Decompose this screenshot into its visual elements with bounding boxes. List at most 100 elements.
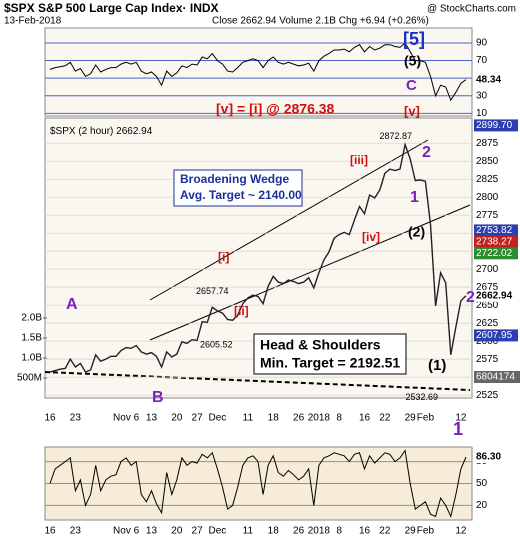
y-tick-label: 2525 (476, 390, 499, 401)
y-tick-label: 2800 (476, 192, 499, 203)
x-tick-label: 16 (44, 526, 56, 537)
annotation: A (66, 296, 78, 313)
price-label: 2657.74 (196, 286, 229, 296)
watermark: @ StockCharts.com (427, 4, 516, 15)
x-tick-label: Feb (417, 526, 435, 537)
x-tick-label: 18 (268, 526, 280, 537)
date: 13-Feb-2018 (4, 16, 62, 27)
overlay-value-box (474, 119, 518, 132)
price-label: 2605.52 (200, 340, 233, 350)
y2-tick-label: 1.0B (21, 353, 42, 364)
y-tick-label: 70 (476, 55, 488, 66)
annotation: 2 (466, 289, 475, 306)
x-tick-label: 26 (293, 413, 305, 424)
price-label: 2872.87 (379, 131, 412, 141)
x-tick-label: 16 (359, 413, 371, 424)
overlay-value: 2722.02 (476, 248, 513, 259)
wedge-line (149, 204, 471, 341)
x-tick-label: 2018 (308, 526, 331, 537)
x-tick-label: 12 (455, 413, 467, 424)
legend-value: 2662.94 (116, 126, 153, 137)
y-tick-label: 2700 (476, 264, 499, 275)
annotation: [ii] (234, 304, 249, 318)
y-tick-label: 2650 (476, 300, 499, 311)
neckline (44, 371, 471, 391)
annotation: [iii] (350, 153, 368, 167)
series-line (49, 449, 467, 518)
price-last-box (474, 289, 518, 302)
y-tick-label: 2875 (476, 138, 499, 149)
rsi-last-box (474, 73, 508, 86)
y-tick-label: 2850 (476, 156, 499, 167)
volume-last-box (474, 371, 520, 383)
x-tick-label: 12 (455, 526, 467, 537)
x-tick-label: Dec (209, 526, 227, 537)
x-tick-label: 23 (70, 526, 82, 537)
overlay-value: 2607.95 (476, 330, 513, 341)
annotation: [v] = [i] @ 2876.38 (216, 101, 335, 117)
y-tick-label: 20 (476, 500, 488, 511)
y2-tick-label: 1.5B (21, 333, 42, 344)
x-tick-label: Nov 6 (113, 526, 140, 537)
y2-tick-label: 500M (17, 373, 42, 384)
annotation: B (152, 389, 164, 406)
y-tick-label: 2625 (476, 318, 499, 329)
price-label: 2532.69 (405, 392, 438, 402)
x-tick-label: 29 (405, 413, 417, 424)
rsi-last: 48.34 (476, 74, 501, 85)
annotation: Head & Shoulders (260, 337, 381, 353)
x-tick-label: 2018 (308, 413, 331, 424)
annotation: 1 (453, 419, 463, 439)
x-tick-label: 27 (192, 526, 204, 537)
annotation: 1 (410, 189, 419, 206)
overlay-value-box (474, 247, 518, 260)
x-tick-label: 16 (44, 413, 56, 424)
annotation: (1) (428, 357, 446, 374)
legend-name: $SPX (2 hour) (50, 126, 113, 137)
osc-last: 86.30 (476, 452, 501, 463)
overlay-value-box (474, 235, 518, 248)
series-line (49, 142, 467, 373)
chart-title: $SPX S&P 500 Large Cap Index· INDX (4, 1, 219, 15)
x-tick-label: 22 (379, 413, 391, 424)
overlay-value-box (474, 224, 518, 237)
x-tick-label: 8 (336, 413, 342, 424)
price-last: 2662.94 (476, 290, 513, 301)
y-tick-label: 2775 (476, 210, 499, 221)
y-tick-label: 2825 (476, 174, 499, 185)
x-tick-label: 16 (359, 526, 371, 537)
y-tick-label: 90 (476, 38, 488, 49)
overlay-value: 2738.27 (476, 236, 513, 247)
annotation: 2 (422, 144, 431, 161)
annotation: (5) (404, 53, 421, 69)
y-tick-label: 10 (476, 108, 488, 119)
y2-tick-label: 2.0B (21, 313, 42, 324)
x-tick-label: Dec (209, 413, 227, 424)
annotation: [v] (404, 103, 420, 118)
overlay-value-box (474, 329, 518, 342)
x-tick-label: 20 (171, 413, 183, 424)
y-tick-label: 50 (476, 478, 488, 489)
x-tick-label: Feb (417, 413, 435, 424)
series-line (49, 42, 467, 102)
annotation: Avg. Target ~ 2140.00 (180, 188, 302, 202)
annotation: (2) (408, 224, 425, 240)
x-tick-label: 22 (379, 526, 391, 537)
x-tick-label: 20 (171, 526, 183, 537)
annotation: C (406, 77, 417, 94)
legend: $SPX (2 hour) 2662.94 (50, 126, 153, 137)
wedge-box (173, 169, 303, 207)
x-tick-label: 27 (192, 413, 204, 424)
wedge-line (149, 139, 429, 301)
y-tick-label: 2575 (476, 354, 499, 365)
x-tick-label: 23 (70, 413, 82, 424)
annotation: [iv] (362, 230, 380, 244)
x-tick-label: 11 (243, 413, 254, 424)
annotation: Min. Target = 2192.51 (260, 355, 400, 371)
annotation: [i] (218, 250, 229, 264)
volume-last: 6804174 (476, 372, 515, 383)
overlay-value: 2899.70 (476, 120, 513, 131)
y-tick-label: 30 (476, 90, 488, 101)
annotation: [5] (403, 29, 425, 49)
x-tick-label: 13 (146, 526, 158, 537)
